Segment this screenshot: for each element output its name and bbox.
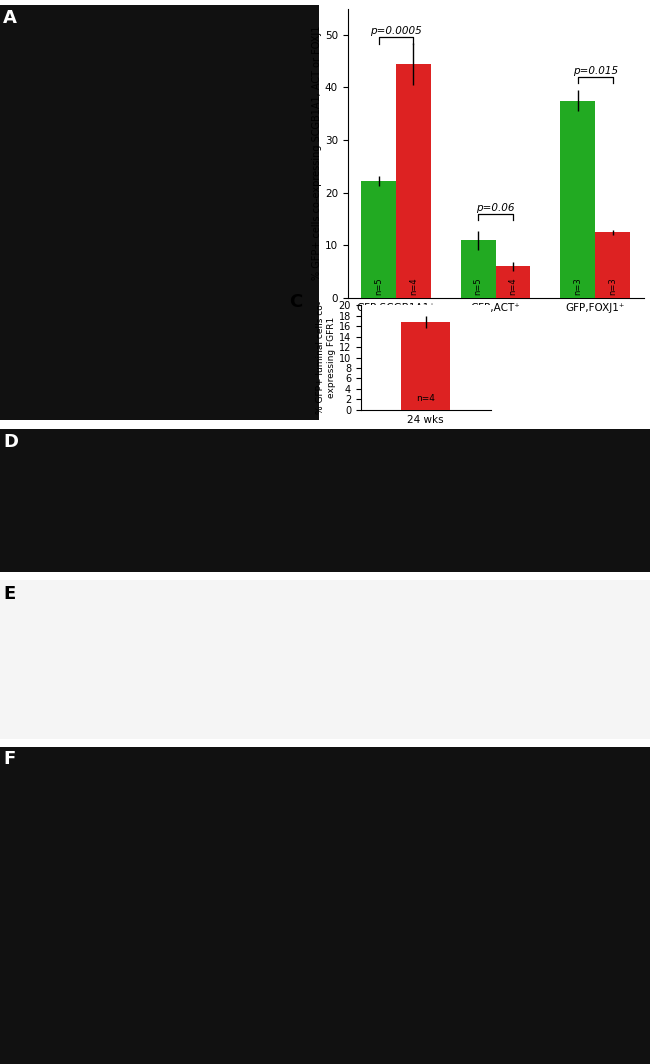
Text: n=3: n=3: [608, 278, 617, 296]
Text: n=5: n=5: [374, 278, 383, 296]
Bar: [361, 181, 396, 298]
Text: C: C: [289, 293, 302, 311]
Text: D: D: [3, 433, 18, 451]
Text: n=4: n=4: [409, 278, 418, 296]
Text: n=3: n=3: [573, 278, 582, 296]
Bar: [402, 322, 450, 410]
Bar: [461, 240, 495, 298]
Text: n=4: n=4: [416, 395, 436, 403]
Text: E: E: [3, 585, 16, 602]
Bar: [595, 232, 630, 298]
Text: n=4: n=4: [508, 278, 517, 296]
Text: p=0.0005: p=0.0005: [370, 27, 422, 36]
Text: n=5: n=5: [474, 278, 483, 296]
Text: F: F: [3, 750, 16, 768]
Bar: [560, 101, 595, 298]
Bar: [396, 64, 431, 298]
Bar: [495, 266, 530, 298]
Text: p=0.06: p=0.06: [476, 202, 515, 213]
Y-axis label: % GFP+ cells co-expressing SCGB1A1, ACT or FOXJ1: % GFP+ cells co-expressing SCGB1A1, ACT …: [312, 26, 322, 281]
Text: A: A: [3, 10, 17, 28]
Text: p=0.015: p=0.015: [573, 66, 618, 76]
Y-axis label: % GFP+ luminal cells co-
expressing FGFR1: % GFP+ luminal cells co- expressing FGFR…: [317, 301, 336, 414]
